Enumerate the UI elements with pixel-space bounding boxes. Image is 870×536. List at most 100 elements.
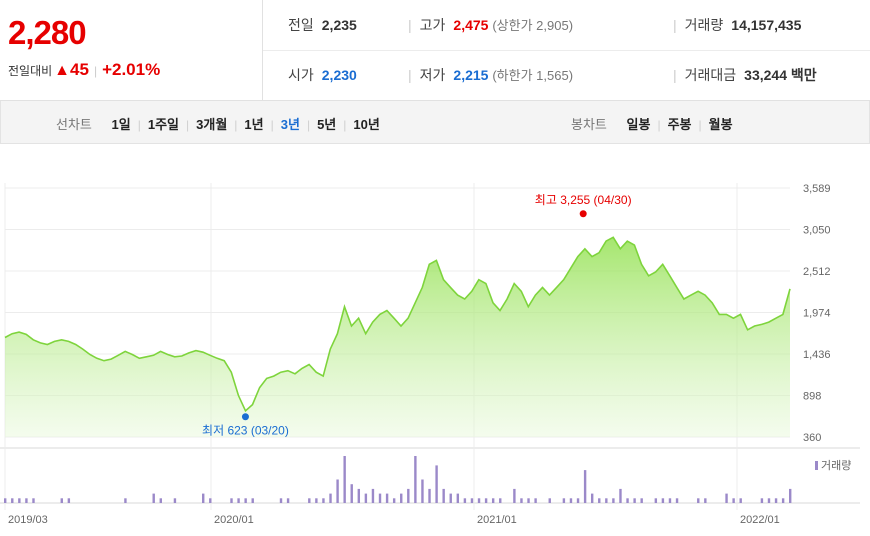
volume-bar [209, 498, 212, 503]
volume-bar [350, 484, 353, 503]
tab-line-period-5[interactable]: 5년 [317, 117, 337, 132]
volume-bar [640, 498, 643, 503]
volume-bar [159, 498, 162, 503]
tab-line-period-2[interactable]: 3개월 [196, 117, 228, 132]
tab-line-period-0[interactable]: 1일 [111, 117, 131, 132]
volume-bar [67, 498, 71, 503]
volume-bar [725, 493, 728, 503]
volume-legend-swatch [815, 461, 818, 470]
y-tick-label: 3,589 [803, 183, 831, 195]
tab-line-period-3[interactable]: 1년 [244, 117, 264, 132]
x-tick-label: 2021/01 [477, 514, 517, 526]
volume-bar [548, 498, 551, 503]
tab-divider: | [186, 118, 190, 132]
current-price: 2,280 [8, 14, 87, 51]
volume-bar [407, 488, 410, 503]
volume-bar [202, 493, 205, 503]
volume-bar [4, 498, 7, 503]
volume-bar [569, 498, 573, 503]
max-point-marker [579, 210, 587, 218]
volume-bar [414, 456, 417, 503]
x-tick-label: 2022/01 [740, 514, 780, 526]
volume-bar [626, 498, 629, 503]
volume-bar [25, 498, 28, 503]
volume-bar [18, 498, 21, 503]
volume-bar [760, 498, 764, 503]
volume-bar [654, 498, 658, 503]
tab-divider: | [137, 118, 141, 132]
volume-bar [774, 498, 778, 503]
volume-bar [477, 498, 481, 503]
volume-bar [435, 465, 438, 503]
line-chart-title: 선차트 [56, 117, 92, 132]
change-label: 전일대비 [8, 64, 53, 78]
volume-bar [520, 498, 523, 503]
up-arrow-icon: ▲ [54, 62, 71, 79]
volume-bar [527, 498, 530, 503]
volume-bar [308, 498, 311, 503]
volume-bar [576, 498, 580, 503]
volume-bar [392, 498, 396, 503]
volume-bar [789, 488, 792, 503]
volume-bar [251, 498, 254, 503]
tab-line-period-4[interactable]: 3년 [280, 117, 300, 132]
low-price: | 저가 2,215 (하한가 1,565) [408, 67, 574, 83]
tab-candle-period-1[interactable]: 주봉 [667, 117, 692, 132]
volume-bar [739, 498, 742, 503]
volume-bar [619, 488, 622, 503]
volume-bar [421, 479, 424, 503]
volume-bar [605, 498, 608, 503]
change-row: 전일대비 ▲45 | +2.01% [8, 60, 160, 80]
volume-bar [697, 498, 700, 503]
change-amount: 45 [70, 60, 89, 79]
volume-bar [32, 498, 35, 503]
volume-bar [704, 498, 707, 503]
tab-candle-period-0[interactable]: 일봉 [626, 117, 651, 132]
volume-bar [499, 498, 502, 503]
min-point-marker [241, 413, 249, 421]
volume-bar [357, 488, 361, 503]
volume-bar [612, 498, 615, 503]
volume: | 거래량 14,157,435 [673, 17, 802, 33]
volume-bar [11, 498, 14, 503]
volume-bar [668, 498, 672, 503]
price-area [5, 237, 790, 437]
volume-bar [286, 498, 290, 503]
max-annotation: 최고 3,255 (04/30) [535, 193, 632, 207]
tab-candle-period-2[interactable]: 월봉 [708, 117, 733, 132]
volume-bar [470, 498, 474, 503]
candle-chart-title: 봉차트 [571, 117, 607, 132]
tab-line-period-1[interactable]: 1주일 [147, 117, 179, 132]
volume-bar [675, 498, 679, 503]
volume-bar [428, 488, 431, 503]
volume-bar [173, 498, 177, 503]
volume-bar [598, 498, 601, 503]
tab-line-period-6[interactable]: 10년 [353, 117, 380, 132]
volume-bar [343, 456, 346, 503]
volume-bar [237, 498, 240, 503]
tab-divider: | [270, 118, 274, 132]
x-tick-label: 2019/03 [8, 514, 48, 526]
y-tick-label: 1,436 [803, 349, 831, 361]
volume-bar [322, 498, 325, 503]
volume-bar [463, 498, 467, 503]
volume-bar [534, 498, 537, 503]
change-percent: +2.01% [102, 60, 161, 79]
volume-bar [124, 498, 127, 503]
volume-bar [590, 493, 594, 503]
y-tick-label: 1,974 [803, 308, 831, 320]
volume-bar [378, 493, 382, 503]
volume-bar [484, 498, 488, 503]
volume-bar [230, 498, 233, 503]
volume-bar [491, 498, 495, 503]
volume-bar [449, 493, 452, 503]
y-tick-label: 3,050 [803, 225, 831, 237]
volume-bar [583, 470, 587, 503]
y-tick-label: 2,512 [803, 266, 831, 278]
volume-legend-label: 거래량 [821, 459, 851, 472]
stats-row-1: 전일 2,235 | 고가 2,475 (상한가 2,905) | 거래량 14,157,… [263, 0, 870, 51]
volume-bar [442, 488, 445, 503]
volume-bar [456, 493, 460, 503]
tab-divider: | [343, 118, 347, 132]
